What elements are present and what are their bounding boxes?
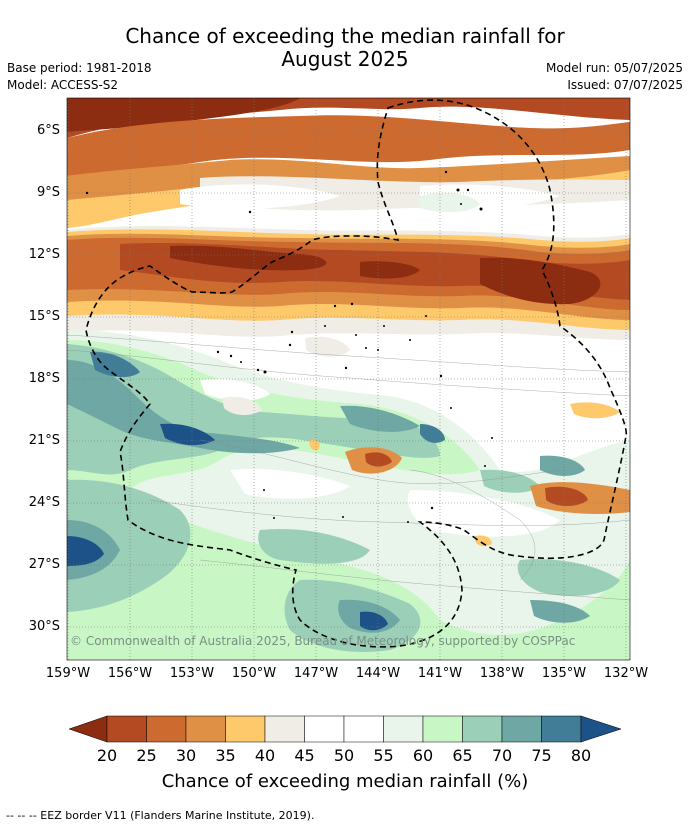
colorbar-cell [501,715,542,743]
colorbar-tick-label: 20 [96,746,118,765]
colorbar-tick-label: 45 [294,746,315,765]
colorbar-arrow-low [68,715,108,743]
lat-label-21s: 21°S [28,433,60,448]
model-run: Model run: 05/07/2025 [545,61,683,75]
colorbar-cell [541,715,582,743]
colorbar-tick-label: 70 [491,746,513,765]
rainfall-map [66,97,631,661]
lat-label-15s: 15°S [28,309,60,324]
lat-label-18s: 18°S [28,371,60,386]
colorbar-label: Chance of exceeding median rainfall (%) [161,771,529,792]
map-frame [66,97,631,661]
lon-label-147w: 147°W [293,666,339,681]
eez-legend-note: -- -- -- EEZ border V11 (Flanders Marine… [6,809,315,822]
colorbar-cell [185,715,226,743]
base-period: Base period: 1981-2018 [7,61,152,75]
lon-label-153w: 153°W [169,666,215,681]
lon-label-144w: 144°W [355,666,401,681]
colorbar-tick-label: 75 [531,746,552,765]
colorbar-tick-label: 35 [215,746,236,765]
islands [85,170,493,523]
colorbar-tick-label: 65 [452,746,473,765]
lat-label-24s: 24°S [28,495,60,510]
colorbar-tick-label: 50 [333,746,355,765]
colorbar-cell [304,715,345,743]
lat-label-27s: 27°S [28,557,60,572]
colorbar-tick-label: 40 [254,746,276,765]
colorbar-cell [264,715,305,743]
colorbar-cell [106,715,147,743]
lon-label-135w: 135°W [541,666,587,681]
copyright-notice: © Commonwealth of Australia 2025, Bureau… [70,634,576,648]
colorbar-cell [462,715,503,743]
lon-label-141w: 141°W [417,666,463,681]
colorbar-tick-label: 25 [136,746,157,765]
map-title-line1: Chance of exceeding the median rainfall … [125,24,565,48]
eez-borders [85,99,628,648]
lat-label-12s: 12°S [28,247,60,262]
issued-date: Issued: 07/07/2025 [567,78,683,92]
colorbar-cell [422,715,463,743]
colorbar-arrow-high [580,715,622,743]
colorbar-tick-label: 55 [373,746,394,765]
lon-label-138w: 138°W [479,666,525,681]
colorbar-tick-label: 30 [175,746,197,765]
lon-label-150w: 150°W [231,666,277,681]
lon-label-132w: 132°W [603,666,649,681]
colorbar [68,715,622,743]
lon-label-156w: 156°W [107,666,153,681]
lat-label-6s: 6°S [36,123,60,138]
colorbar-cell [343,715,384,743]
gridlines [67,98,630,660]
colorbar-tick-label: 80 [570,746,592,765]
colorbar-tick-label: 60 [412,746,434,765]
lat-label-9s: 9°S [36,185,60,200]
map-title-line2: August 2025 [281,47,409,71]
colorbar-cell [225,715,266,743]
lat-label-30s: 30°S [28,619,60,634]
lon-label-159w: 159°W [45,666,91,681]
colorbar-cell [146,715,187,743]
model-name: Model: ACCESS-S2 [7,78,119,92]
colorbar-cell [383,715,424,743]
